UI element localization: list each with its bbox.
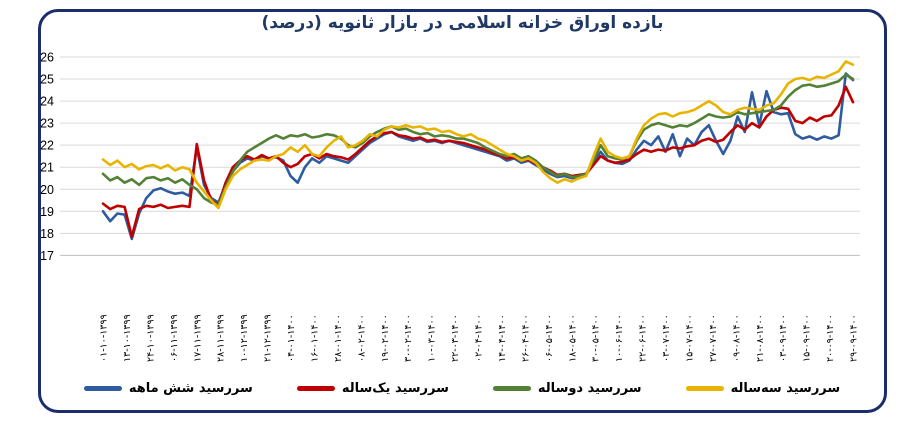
x-tick-label-7: ۲۱-۱۲-۱۳۹۹ <box>263 314 274 362</box>
series-line-six-month <box>101 72 855 241</box>
series-line-three-year <box>101 60 855 210</box>
x-tick-label-15: ۲۲-۰۳-۱۴۰۰ <box>450 314 461 362</box>
x-tick-label-28: ۲۱-۰۸-۱۴۰۰ <box>755 314 766 362</box>
y-tick-label-23: 23 <box>40 117 54 131</box>
x-tick-label-0: ۰۱-۱۰-۱۳۹۹ <box>99 314 110 362</box>
x-tick-label-8: ۰۴-۰۱-۱۴۰۰ <box>286 314 297 362</box>
x-tick-label-2: ۲۴-۱۰-۱۳۹۹ <box>145 314 156 362</box>
x-tick-label-1: ۱۳-۱۰-۱۳۹۹ <box>122 314 133 362</box>
x-tick-label-5: ۲۸-۱۱-۱۳۹۹ <box>216 314 227 362</box>
chart-frame-border <box>38 9 887 413</box>
legend-entry-three-year: سررسید سه‌ساله <box>685 381 841 396</box>
x-tick-label-13: ۳۰-۰۲-۱۴۰۰ <box>403 314 414 362</box>
series-line-two-year <box>101 73 855 206</box>
legend-swatch-six-month <box>83 386 122 391</box>
x-tick-label-16: ۰۲-۰۴-۱۴۰۰ <box>474 314 485 362</box>
x-tick-label-31: ۲۰-۰۹-۱۴۰۰ <box>825 314 836 362</box>
x-tick-label-20: ۱۸-۰۵-۱۴۰۰ <box>567 314 578 362</box>
x-tick-label-6: ۱۰-۱۲-۱۳۹۹ <box>239 314 250 362</box>
y-tick-label-24: 24 <box>40 95 54 109</box>
x-tick-label-4: ۱۷-۱۱-۱۳۹۹ <box>192 314 203 362</box>
x-tick-label-9: ۱۶-۰۱-۱۴۰۰ <box>309 314 320 362</box>
chart-legend: سررسید شش ماهه سررسید یک‌ساله سررسید دوس… <box>44 381 880 396</box>
x-tick-label-27: ۰۹-۰۸-۱۴۰۰ <box>731 314 742 362</box>
y-tick-label-22: 22 <box>40 139 54 153</box>
chart-title: بازده اوراق خزانه اسلامی در بازار ثانویه… <box>261 13 664 33</box>
x-tick-label-22: ۱۰-۰۶-۱۴۰۰ <box>614 314 625 362</box>
x-tick-label-29: ۰۳-۰۹-۱۴۰۰ <box>778 314 789 362</box>
y-tick-label-26: 26 <box>40 51 54 65</box>
x-tick-label-25: ۱۵-۰۷-۱۴۰۰ <box>684 314 695 362</box>
legend-swatch-one-year <box>296 386 335 391</box>
x-tick-label-18: ۲۶-۰۴-۱۴۰۰ <box>520 314 531 362</box>
x-tick-label-23: ۲۲-۰۶-۱۴۰۰ <box>638 314 649 362</box>
x-tick-label-14: ۱۰-۰۳-۱۴۰۰ <box>427 314 438 362</box>
legend-entry-two-year: سررسید دوساله <box>492 381 642 396</box>
legend-label-six-month: سررسید شش ماهه <box>128 381 253 396</box>
y-tick-label-19: 19 <box>40 205 54 219</box>
legend-swatch-three-year <box>685 386 724 391</box>
legend-entry-six-month: سررسید شش ماهه <box>83 381 253 396</box>
x-tick-label-24: ۰۳-۰۷-۱۴۰۰ <box>661 314 672 362</box>
x-tick-label-3: ۰۶-۱۱-۱۳۹۹ <box>169 314 180 362</box>
x-tick-label-17: ۱۴-۰۴-۱۴۰۰ <box>497 314 508 362</box>
legend-entry-one-year: سررسید یک‌ساله <box>296 381 449 396</box>
series-line-one-year <box>101 85 855 238</box>
x-tick-label-10: ۲۸-۰۱-۱۴۰۰ <box>333 314 344 362</box>
x-tick-label-32: ۲۹-۰۹-۱۴۰۰ <box>849 314 860 362</box>
y-tick-label-18: 18 <box>40 227 54 241</box>
x-tick-label-12: ۱۹-۰۲-۱۴۰۰ <box>380 314 391 362</box>
x-tick-label-19: ۰۶-۰۵-۱۴۰۰ <box>544 314 555 362</box>
y-tick-label-21: 21 <box>40 161 54 175</box>
x-tick-label-21: ۳۰-۰۵-۱۴۰۰ <box>591 314 602 362</box>
x-tick-label-30: ۱۵-۰۹-۱۴۰۰ <box>802 314 813 362</box>
legend-label-three-year: سررسید سه‌ساله <box>730 381 841 396</box>
legend-label-one-year: سررسید یک‌ساله <box>341 381 449 396</box>
legend-swatch-two-year <box>492 386 531 391</box>
y-tick-label-17: 17 <box>40 249 54 263</box>
x-tick-label-26: ۲۷-۰۷-۱۴۰۰ <box>708 314 719 362</box>
y-tick-label-20: 20 <box>40 183 54 197</box>
y-tick-label-25: 25 <box>40 73 54 87</box>
legend-label-two-year: سررسید دوساله <box>537 381 642 396</box>
x-tick-label-11: ۰۸-۰۲-۱۴۰۰ <box>356 314 367 362</box>
